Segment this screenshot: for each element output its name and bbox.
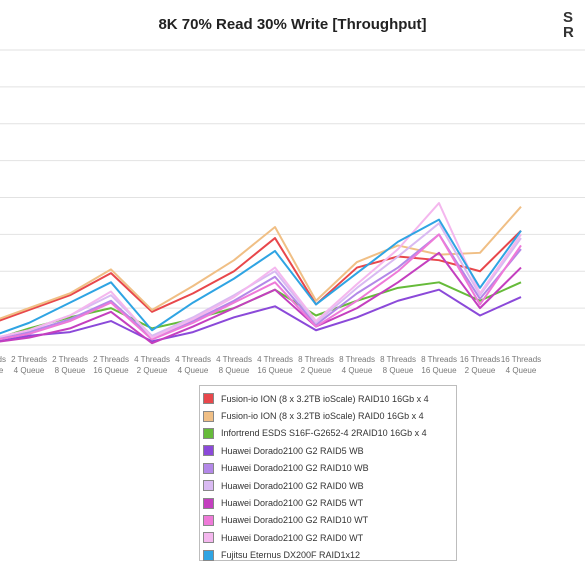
legend: Fusion-io ION (8 x 3.2TB ioScale) RAID10… <box>199 385 457 561</box>
legend-item: Huawei Dorado2100 G2 RAID0 WB <box>203 477 456 494</box>
x-tick-label: 16 Queue <box>257 366 293 375</box>
x-tick-label: 2 Threads <box>93 355 129 364</box>
series-line-4 <box>0 288 522 343</box>
legend-item: Huawei Dorado2100 G2 RAID10 WT <box>203 512 456 529</box>
x-tick-label: 8 Threads <box>380 355 416 364</box>
legend-swatch <box>203 514 214 526</box>
x-tick-label: 2 Queue <box>0 366 4 375</box>
legend-label: Fujitsu Eternus DX200F RAID1x12 <box>221 550 361 561</box>
legend-swatch <box>203 445 214 457</box>
series-line-10 <box>0 218 522 335</box>
legend-swatch <box>203 497 214 509</box>
legend-swatch <box>203 462 214 474</box>
legend-label: Huawei Dorado2100 G2 RAID10 WB <box>221 463 369 474</box>
legend-label: Infortrend ESDS S16F-G2652-4 2RAID10 16G… <box>221 428 427 439</box>
x-tick-label: 2 Queue <box>137 366 168 375</box>
x-tick-label: 8 Queue <box>383 366 414 375</box>
logo-letter: R <box>563 24 574 41</box>
series-lines <box>0 202 522 345</box>
legend-swatch <box>203 480 214 492</box>
x-tick-label: 4 Threads <box>216 355 252 364</box>
x-tick-label: 8 Queue <box>219 366 250 375</box>
x-tick-label: 4 Queue <box>178 366 209 375</box>
legend-item: Huawei Dorado2100 G2 RAID5 WB <box>203 442 456 459</box>
legend-label: Fusion-io ION (8 x 3.2TB ioScale) RAID0 … <box>221 411 424 422</box>
x-tick-label: 16 Queue <box>93 366 129 375</box>
x-tick-label: 4 Queue <box>506 366 537 375</box>
chart-title: 8K 70% Read 30% Write [Throughput] <box>158 16 427 33</box>
legend-label: Huawei Dorado2100 G2 RAID10 WT <box>221 515 369 526</box>
series-line-7 <box>0 251 522 345</box>
x-tick-label: 8 Queue <box>55 366 86 375</box>
x-tick-label: 2 Queue <box>301 366 332 375</box>
grid-lines <box>0 49 585 346</box>
logo-letter: S <box>563 9 574 26</box>
legend-item: Huawei Dorado2100 G2 RAID0 WT <box>203 529 456 546</box>
x-tick-label: 16 Threads <box>460 355 500 364</box>
x-tick-label: 16 Queue <box>421 366 457 375</box>
legend-swatch <box>203 427 214 439</box>
site-logo: S R <box>563 10 585 44</box>
legend-item: Fusion-io ION (8 x 3.2TB ioScale) RAID0 … <box>203 407 456 424</box>
legend-swatch <box>203 549 214 561</box>
x-tick-label: 4 Threads <box>257 355 293 364</box>
series-line-2 <box>0 206 522 320</box>
legend-item: Huawei Dorado2100 G2 RAID5 WT <box>203 494 456 511</box>
legend-label: Huawei Dorado2100 G2 RAID5 WB <box>221 445 364 456</box>
legend-item: Fusion-io ION (8 x 3.2TB ioScale) RAID10… <box>203 390 456 407</box>
legend-item: Huawei Dorado2100 G2 RAID10 WB <box>203 460 456 477</box>
legend-swatch <box>203 532 214 544</box>
x-tick-label: 2 Queue <box>465 366 496 375</box>
x-tick-label: 8 Threads <box>339 355 375 364</box>
x-tick-label: 16 Threads <box>501 355 541 364</box>
legend-item: Fujitsu Eternus DX200F RAID1x12 <box>203 547 456 564</box>
legend-label: Huawei Dorado2100 G2 RAID0 WB <box>221 480 364 491</box>
series-line-9 <box>0 202 522 339</box>
x-tick-label: 4 Queue <box>342 366 373 375</box>
x-tick-label: 4 Threads <box>175 355 211 364</box>
legend-item: Infortrend ESDS S16F-G2652-4 2RAID10 16G… <box>203 425 456 442</box>
legend-label: Fusion-io ION (8 x 3.2TB ioScale) RAID10… <box>221 393 429 404</box>
legend-label: Huawei Dorado2100 G2 RAID0 WT <box>221 532 364 543</box>
x-tick-labels: 1 Threads 2 Queue 2 Threads 4 Queue 2 Thread… <box>0 355 541 375</box>
series-line-8 <box>0 233 522 341</box>
line-chart: 1 Threads 2 Queue 2 Threads 4 Queue 2 Thread… <box>0 49 585 375</box>
x-tick-label: 8 Threads <box>421 355 457 364</box>
x-tick-label: 2 Threads <box>52 355 88 364</box>
x-tick-label: 4 Threads <box>134 355 170 364</box>
legend-label: Huawei Dorado2100 G2 RAID5 WT <box>221 498 364 509</box>
x-tick-label: 2 Threads <box>11 355 47 364</box>
x-tick-label: 4 Queue <box>14 366 45 375</box>
x-tick-label: 8 Threads <box>298 355 334 364</box>
legend-swatch <box>203 410 214 422</box>
series-line-1 <box>0 229 522 322</box>
x-tick-label: 1 Threads <box>0 355 6 364</box>
legend-swatch <box>203 393 214 405</box>
